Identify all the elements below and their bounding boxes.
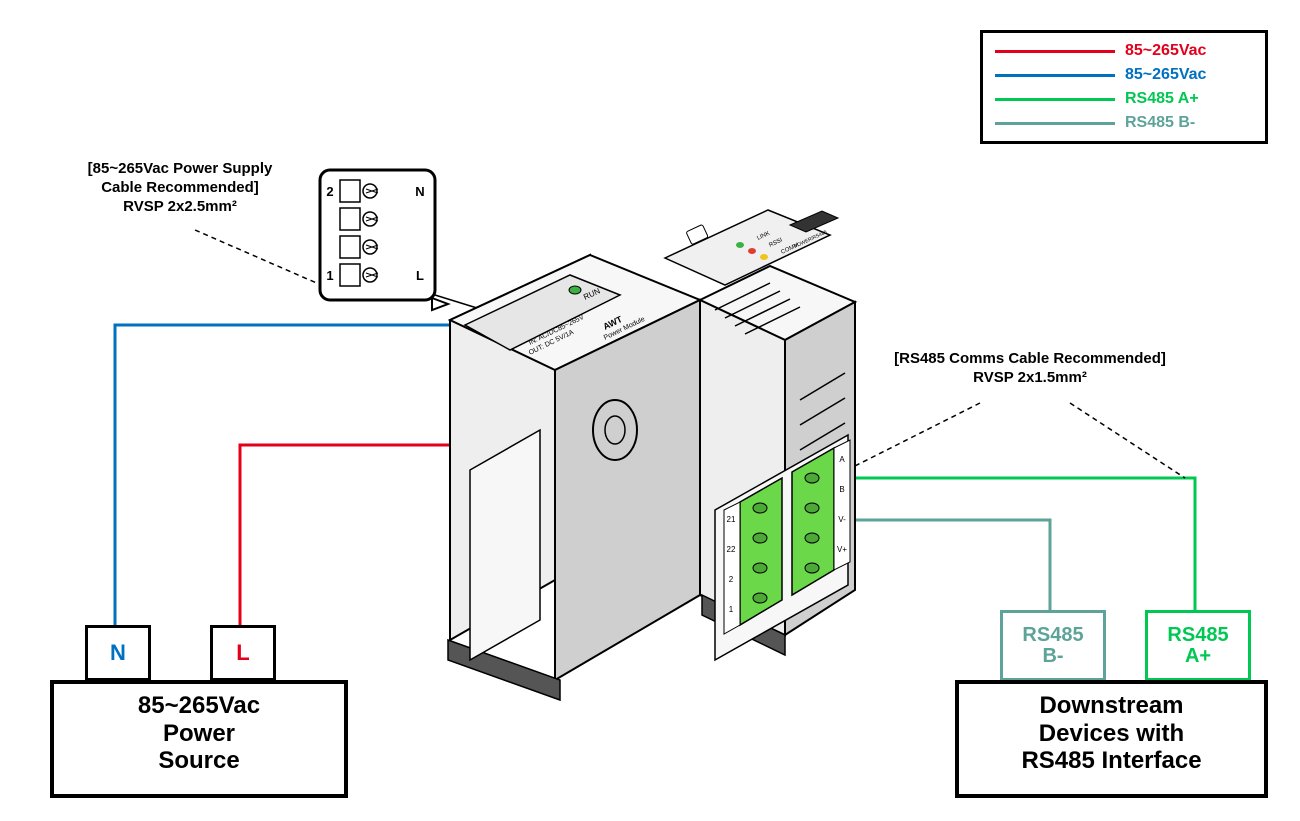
power-source-box: 85~265Vac Power Source <box>50 680 348 798</box>
legend-swatch-2 <box>995 98 1115 101</box>
terminal-n: N <box>85 625 151 681</box>
legend-row-3: RS485 B- <box>995 111 1253 135</box>
rs485-note-l1: [RS485 Comms Cable Recommended] <box>894 350 1166 367</box>
legend-swatch-3 <box>995 122 1115 125</box>
legend-row-0: 85~265Vac <box>995 39 1253 63</box>
legend-label-0: 85~265Vac <box>1125 42 1206 60</box>
pin-r2: V- <box>838 515 846 524</box>
wire-rs485-a <box>842 478 1195 613</box>
rs485-cable-note: [RS485 Comms Cable Recommended] RVSP 2x1… <box>870 350 1190 388</box>
legend-swatch-1 <box>995 74 1115 77</box>
legend-label-2: RS485 A+ <box>1125 90 1199 108</box>
pin-r3: V+ <box>837 545 847 554</box>
terminal-rs485-b: RS485B- <box>1000 610 1106 681</box>
legend-row-2: RS485 A+ <box>995 87 1253 111</box>
leader-rs485-note-left <box>843 403 980 472</box>
legend-row-1: 85~265Vac <box>995 63 1253 87</box>
tc-right-0: N <box>415 184 424 199</box>
legend-label-1: 85~265Vac <box>1125 66 1206 84</box>
terminal-l: L <box>210 625 276 681</box>
pin-l1: 22 <box>727 545 736 554</box>
pin-r1: B <box>839 485 844 494</box>
terminal-callout: 2 N 1 L <box>320 170 477 310</box>
device-left-module: RUN IN: AC/DC85~265V OUT: DC 5V/1A AWT P… <box>448 255 700 700</box>
legend: 85~265Vac 85~265Vac RS485 A+ RS485 B- <box>980 30 1268 144</box>
leader-rs485-note-right <box>1070 403 1185 478</box>
pin-l3: 1 <box>729 605 734 614</box>
wire-rs485-b <box>838 520 1050 613</box>
tc-left-0: 2 <box>326 184 333 199</box>
rs485-note-l2: RVSP 2x1.5mm² <box>973 369 1087 386</box>
wire-neutral <box>115 325 450 628</box>
pin-r0: A <box>839 455 845 464</box>
leader-power-note <box>195 230 328 288</box>
legend-label-3: RS485 B- <box>1125 114 1195 132</box>
wire-live <box>240 445 465 628</box>
pin-l0: 21 <box>727 515 736 524</box>
device: RUN IN: AC/DC85~265V OUT: DC 5V/1A AWT P… <box>448 210 855 700</box>
ds-line-0: Downstream <box>1039 692 1183 719</box>
pin-l2: 2 <box>729 575 734 584</box>
power-note-l1: [85~265Vac Power Supply <box>88 160 273 177</box>
legend-swatch-0 <box>995 50 1115 53</box>
downstream-box: Downstream Devices with RS485 Interface <box>955 680 1268 798</box>
power-note-l2: Cable Recommended] <box>101 179 259 196</box>
ds-line-2: RS485 Interface <box>1021 747 1201 774</box>
tc-left-3: 1 <box>326 268 333 283</box>
power-cable-note: [85~265Vac Power Supply Cable Recommende… <box>50 160 310 216</box>
ps-line-0: 85~265Vac <box>138 692 260 719</box>
ps-line-1: Power <box>163 720 235 747</box>
terminal-rs485-a: RS485A+ <box>1145 610 1251 681</box>
ps-line-2: Source <box>158 747 239 774</box>
power-note-l3: RVSP 2x2.5mm² <box>123 198 237 215</box>
tc-right-3: L <box>416 268 424 283</box>
ds-line-1: Devices with <box>1039 720 1184 747</box>
